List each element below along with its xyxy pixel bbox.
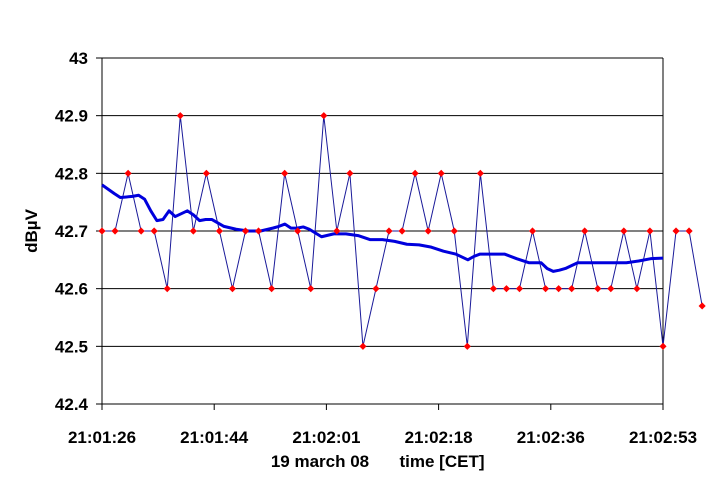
data-point-marker — [685, 227, 693, 235]
x-axis-title-date: 19 march 08 — [271, 452, 369, 471]
y-tick-labels: 42.4 42.5 42.6 42.7 42.8 42.9 43 — [55, 49, 89, 414]
data-point-marker — [450, 227, 458, 235]
data-point-marker — [620, 227, 628, 235]
data-point-marker — [502, 285, 511, 293]
data-point-marker — [568, 285, 576, 293]
data-markers — [98, 112, 706, 350]
x-tick-label: 21:02:01 — [292, 428, 360, 447]
data-point-marker — [698, 302, 706, 310]
data-point-marker — [607, 285, 615, 293]
smoothed-series — [101, 183, 664, 273]
data-point-marker — [254, 227, 263, 235]
data-point-marker — [581, 227, 589, 235]
y-tick-label: 42.5 — [55, 337, 88, 356]
data-point-marker — [437, 169, 445, 177]
data-point-marker — [359, 342, 367, 350]
data-point-marker — [163, 285, 171, 293]
data-point-marker — [124, 169, 132, 177]
x-tick-label: 21:01:44 — [180, 428, 249, 447]
data-point-marker — [372, 285, 380, 293]
data-point-marker — [137, 227, 145, 235]
data-point-marker — [241, 227, 250, 235]
data-point-marker — [411, 169, 419, 177]
x-tick-label: 21:02:53 — [629, 428, 697, 447]
data-point-marker — [398, 227, 406, 235]
data-point-marker — [659, 342, 667, 350]
data-point-marker — [189, 227, 197, 235]
x-tick-labels: 21:01:26 21:01:44 21:02:01 21:02:18 21:02:36… — [68, 428, 697, 447]
data-point-marker — [346, 169, 354, 177]
y-tick-label: 42.6 — [55, 280, 88, 299]
y-axis-title: dBµV — [22, 208, 41, 252]
data-point-marker — [215, 227, 223, 235]
data-point-marker — [489, 285, 497, 293]
data-point-marker — [515, 285, 524, 293]
data-point-marker — [281, 169, 289, 177]
data-point-marker — [555, 285, 563, 293]
data-point-marker — [476, 169, 484, 177]
data-point-marker — [633, 285, 641, 293]
x-tick-label: 21:01:26 — [68, 428, 136, 447]
y-tick-label: 42.9 — [55, 107, 88, 126]
data-point-marker — [542, 285, 550, 293]
data-point-marker — [463, 342, 471, 350]
data-point-marker — [202, 169, 210, 177]
data-point-marker — [176, 112, 184, 120]
smoothed-line — [101, 183, 664, 273]
data-point-marker — [594, 285, 602, 293]
data-point-marker — [150, 227, 158, 235]
data-point-marker — [228, 285, 237, 293]
y-tick-label: 42.7 — [55, 222, 88, 241]
x-tick-label: 21:02:36 — [517, 428, 585, 447]
data-point-marker — [646, 227, 654, 235]
data-point-marker — [320, 112, 328, 120]
y-tick-label: 42.4 — [55, 395, 89, 414]
data-point-marker — [294, 227, 302, 235]
data-point-marker — [333, 227, 341, 235]
data-point-marker — [307, 285, 315, 293]
data-point-marker — [672, 227, 680, 235]
x-axis-title-time: time [CET] — [400, 452, 485, 471]
y-tick-label: 42.8 — [55, 164, 88, 183]
data-point-marker — [528, 227, 537, 235]
data-point-marker — [424, 227, 432, 235]
data-point-marker — [111, 227, 119, 235]
data-point-marker — [98, 227, 106, 235]
y-tick-label: 43 — [69, 49, 88, 68]
data-point-marker — [268, 285, 276, 293]
x-tick-label: 21:02:18 — [405, 428, 473, 447]
data-point-marker — [385, 227, 393, 235]
